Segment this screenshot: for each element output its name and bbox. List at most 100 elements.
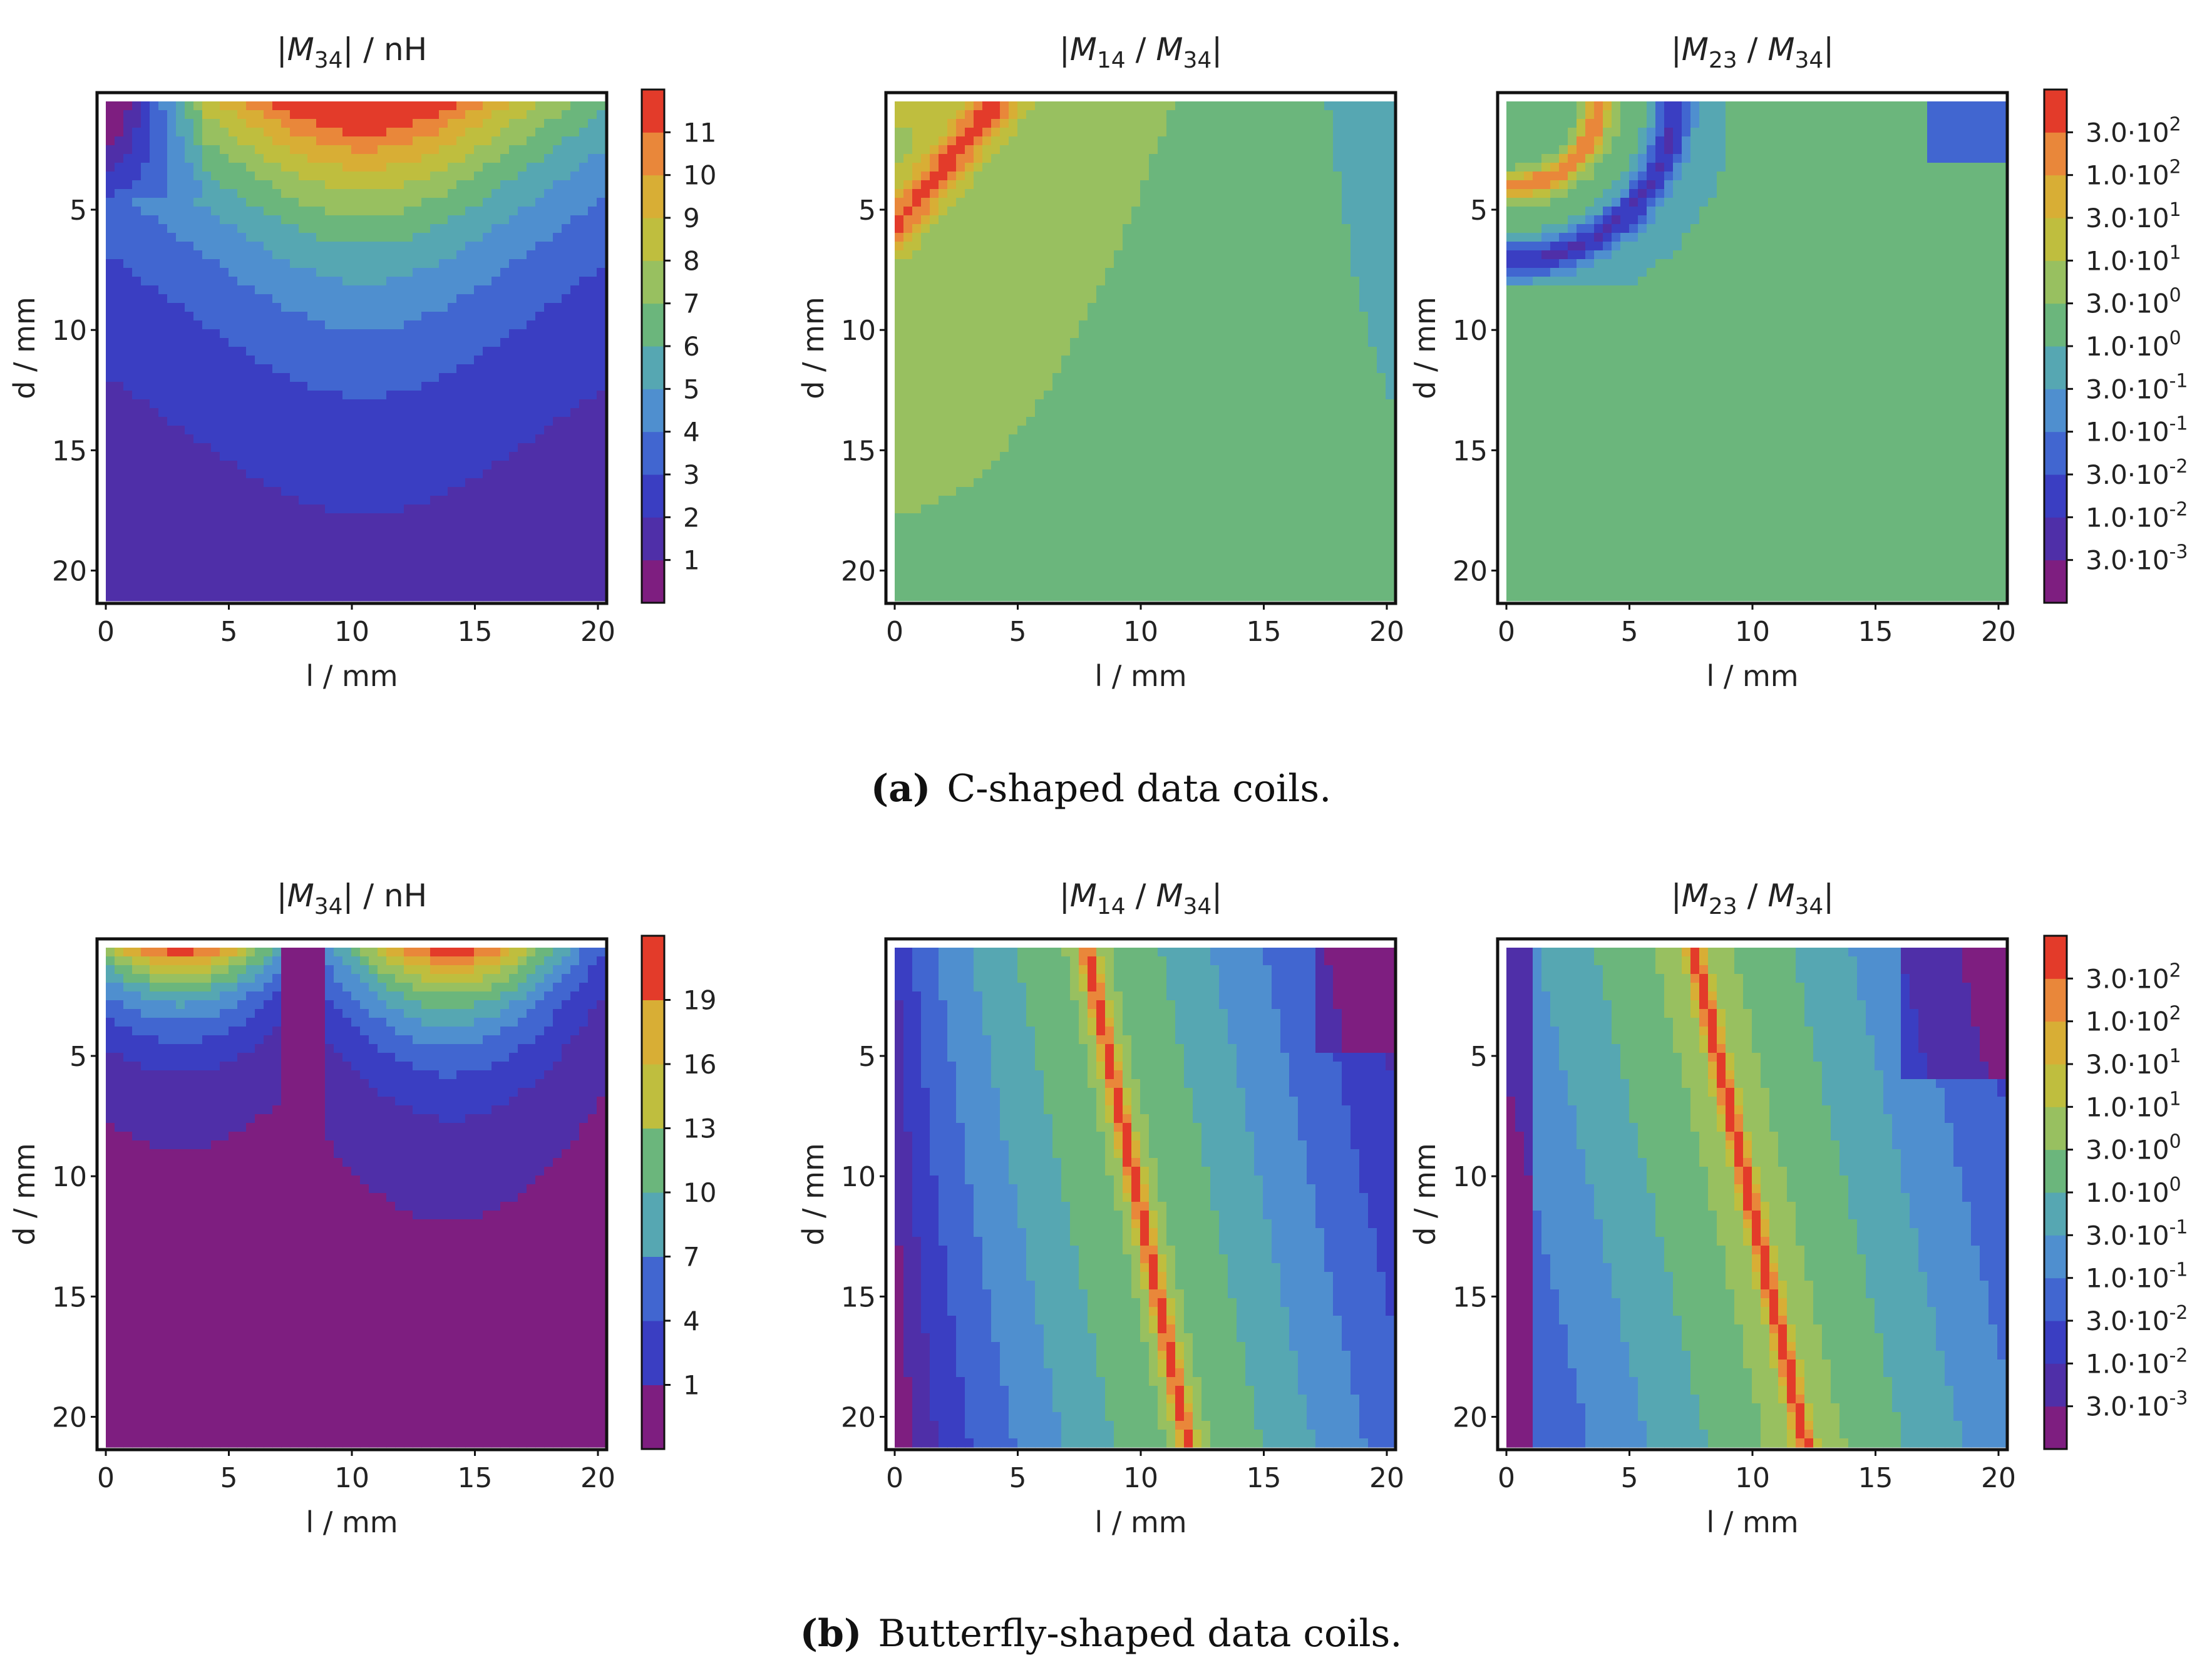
heatmap-cell xyxy=(176,172,185,181)
heatmap-cell xyxy=(281,469,291,479)
heatmap-cell xyxy=(1298,189,1307,198)
heatmap-cell xyxy=(167,347,177,356)
heatmap-cell xyxy=(237,417,247,426)
heatmap-cell xyxy=(579,110,589,120)
heatmap-cell xyxy=(1263,285,1272,295)
heatmap-cell xyxy=(1377,250,1386,260)
heatmap-cell xyxy=(500,101,510,111)
heatmap-cell xyxy=(158,136,168,146)
heatmap-cell xyxy=(588,557,597,566)
heatmap-cell xyxy=(1140,356,1150,365)
heatmap-cell xyxy=(1009,233,1018,242)
heatmap-cell xyxy=(167,303,177,312)
heatmap-cell xyxy=(272,391,282,400)
heatmap-cell xyxy=(1359,242,1369,251)
heatmap-cell xyxy=(1359,101,1369,111)
heatmap-cell xyxy=(1088,294,1097,304)
heatmap-cell xyxy=(167,364,177,374)
heatmap-cell xyxy=(570,373,580,382)
heatmap-cell xyxy=(509,548,518,558)
heatmap-cell xyxy=(185,154,194,163)
heatmap-cell xyxy=(211,557,220,566)
heatmap-cell xyxy=(150,215,159,225)
heatmap-cell xyxy=(334,531,343,540)
heatmap-cell xyxy=(562,487,571,496)
heatmap-cell xyxy=(903,338,913,347)
heatmap-cell xyxy=(211,347,220,356)
heatmap-cell xyxy=(448,522,457,531)
heatmap-cell xyxy=(106,548,115,558)
heatmap-cell xyxy=(474,101,483,111)
heatmap-cell xyxy=(570,110,580,120)
heatmap-cell xyxy=(115,382,124,391)
heatmap-cell xyxy=(202,443,212,453)
heatmap-cell xyxy=(106,207,115,216)
heatmap-cell xyxy=(965,250,974,260)
heatmap-cell xyxy=(939,163,948,172)
heatmap-cell xyxy=(1201,145,1211,155)
heatmap-cell xyxy=(1324,145,1334,155)
heatmap-cell xyxy=(579,277,589,286)
heatmap-cell xyxy=(220,364,229,374)
heatmap-cell xyxy=(1044,329,1053,339)
heatmap-cell xyxy=(1175,312,1185,321)
heatmap-cell xyxy=(465,198,475,207)
heatmap-cell xyxy=(316,575,326,584)
heatmap-cell xyxy=(1149,215,1158,225)
heatmap-cell xyxy=(527,575,536,584)
heatmap-cell xyxy=(483,382,492,391)
heatmap-cell xyxy=(1263,312,1272,321)
heatmap-cell xyxy=(185,285,194,295)
heatmap-cell xyxy=(562,136,571,146)
heatmap-cell xyxy=(351,110,361,120)
heatmap-cell xyxy=(1228,119,1237,128)
heatmap-cell xyxy=(474,469,483,479)
heatmap-cell xyxy=(491,128,501,137)
heatmap-cell xyxy=(316,110,326,120)
heatmap-cell xyxy=(947,268,957,277)
heatmap-cell xyxy=(439,583,448,593)
heatmap-cell xyxy=(448,373,457,382)
heatmap-cell xyxy=(316,417,326,426)
heatmap-cell xyxy=(1044,180,1053,190)
heatmap-cell xyxy=(474,540,483,549)
heatmap-cell xyxy=(439,399,448,409)
heatmap-cell xyxy=(1307,250,1316,260)
heatmap-cell xyxy=(150,513,159,523)
heatmap-cell xyxy=(167,285,177,295)
heatmap-cell xyxy=(544,426,553,435)
heatmap-cell xyxy=(1070,312,1079,321)
heatmap-cell xyxy=(1280,242,1290,251)
heatmap-cell xyxy=(378,198,387,207)
heatmap-cell xyxy=(290,329,299,339)
heatmap-cell xyxy=(1131,242,1141,251)
heatmap-cell xyxy=(509,575,518,584)
heatmap-cell xyxy=(395,356,404,365)
heatmap-cell xyxy=(974,110,983,120)
heatmap-cell xyxy=(527,557,536,566)
heatmap-cell xyxy=(413,207,422,216)
heatmap-cell xyxy=(193,145,203,155)
heatmap-cell xyxy=(246,303,255,312)
heatmap-cell xyxy=(229,180,238,190)
heatmap-cell xyxy=(325,259,334,269)
heatmap-cell xyxy=(360,496,369,505)
heatmap-cell xyxy=(158,583,168,593)
heatmap-cell xyxy=(1166,172,1176,181)
heatmap-cell xyxy=(465,224,475,233)
heatmap-cell xyxy=(965,215,974,225)
heatmap-cell xyxy=(1175,119,1185,128)
heatmap-cell xyxy=(956,285,965,295)
heatmap-cell xyxy=(921,154,930,163)
heatmap-cell xyxy=(509,531,518,540)
heatmap-cell xyxy=(307,163,317,172)
heatmap-cell xyxy=(386,522,396,531)
heatmap-cell xyxy=(1035,207,1044,216)
heatmap-cell xyxy=(386,426,396,435)
heatmap-cell xyxy=(982,250,992,260)
heatmap-cell xyxy=(123,382,133,391)
heatmap-cell xyxy=(404,312,413,321)
heatmap-cell xyxy=(193,434,203,444)
heatmap-cell xyxy=(921,198,930,207)
heatmap-cell xyxy=(553,215,562,225)
